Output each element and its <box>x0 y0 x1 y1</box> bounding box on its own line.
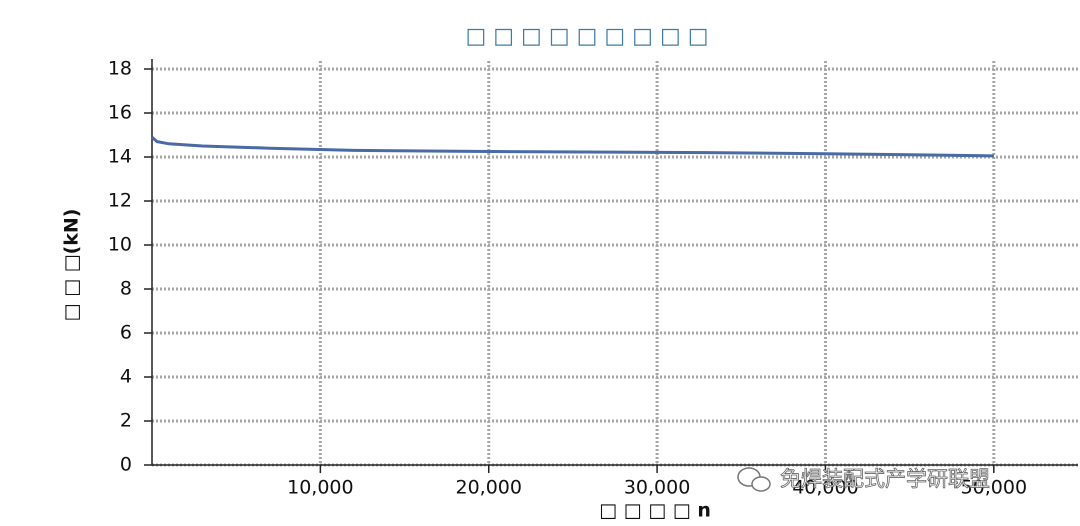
watermark: 免焊装配式产学研联盟 <box>780 467 990 491</box>
watermark-icon <box>737 467 771 492</box>
y-tick-label: 4 <box>120 366 132 388</box>
y-tick-label: 8 <box>120 278 132 300</box>
data-line <box>151 136 994 158</box>
y-tick-label: 16 <box>108 102 132 124</box>
y-tick-label: 0 <box>120 454 132 476</box>
y-axis-label: □ □ □(kN) <box>61 209 83 322</box>
x-tick-label: 10,000 <box>287 477 353 499</box>
y-tick-label: 6 <box>120 322 132 344</box>
y-tick-label: 18 <box>108 58 132 80</box>
x-tick-label: 50,000 <box>961 477 1027 499</box>
y-tick-label: 14 <box>108 146 132 168</box>
x-tick-label: 30,000 <box>624 477 690 499</box>
chart-title: □ □ □ □ □ □ □ □ □ <box>465 24 708 49</box>
x-tick-label: 40,000 <box>792 477 858 499</box>
y-tick-label: 12 <box>108 190 132 212</box>
y-tick-label: 10 <box>108 234 132 256</box>
y-tick-label: 2 <box>120 410 132 432</box>
x-tick-label: 20,000 <box>455 477 521 499</box>
x-axis-label: □ □ □ □ n <box>599 500 711 522</box>
